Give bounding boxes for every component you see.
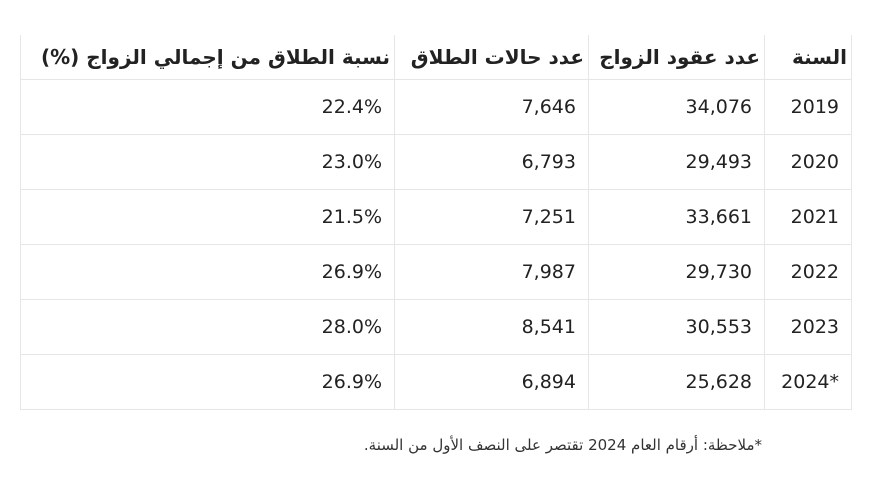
column-header: السنة [764,35,852,80]
data-table: السنة عدد عقود الزواج عدد حالات الطلاق نسبة… [20,35,852,410]
table-cell: 25,628 [588,354,765,410]
table-cell: 23.0% [20,134,395,190]
table-cell: 7,987 [394,244,589,300]
table-cell: 22.4% [20,79,395,135]
table-cell: 8,541 [394,299,589,355]
table-cell: 2024* [764,354,852,410]
column-header: نسبة الطلاق من إجمالي الزواج (%) [20,35,395,80]
table-cell: 2021 [764,189,852,245]
table-row: 2023 30,553 8,541 28.0% [20,299,852,355]
table-row: 2021 33,661 7,251 21.5% [20,189,852,245]
table-row: 2022 29,730 7,987 26.9% [20,244,852,300]
header-row: السنة عدد عقود الزواج عدد حالات الطلاق نسبة… [20,35,852,80]
table-cell: 28.0% [20,299,395,355]
table-cell: 29,493 [588,134,765,190]
table-cell: 6,894 [394,354,589,410]
table-row: 2024* 25,628 6,894 26.9% [20,354,852,410]
table-cell: 21.5% [20,189,395,245]
table-cell: 30,553 [588,299,765,355]
table-cell: 26.9% [20,354,395,410]
table-cell: 33,661 [588,189,765,245]
column-header: عدد عقود الزواج [588,35,765,80]
table-cell: 34,076 [588,79,765,135]
table-cell: 7,251 [394,189,589,245]
table-row: 2019 34,076 7,646 22.4% [20,79,852,135]
table-cell: 2022 [764,244,852,300]
table-cell: 6,793 [394,134,589,190]
table-cell: 2023 [764,299,852,355]
table-cell: 26.9% [20,244,395,300]
column-header: عدد حالات الطلاق [394,35,589,80]
table-cell: 7,646 [394,79,589,135]
table-cell: 29,730 [588,244,765,300]
table-cell: 2020 [764,134,852,190]
table-container: السنة عدد عقود الزواج عدد حالات الطلاق نسبة… [20,35,852,410]
table-cell: 2019 [764,79,852,135]
table-row: 2020 29,493 6,793 23.0% [20,134,852,190]
footnote: *ملاحظة: أرقام العام 2024 تقتصر على النص… [363,436,762,454]
